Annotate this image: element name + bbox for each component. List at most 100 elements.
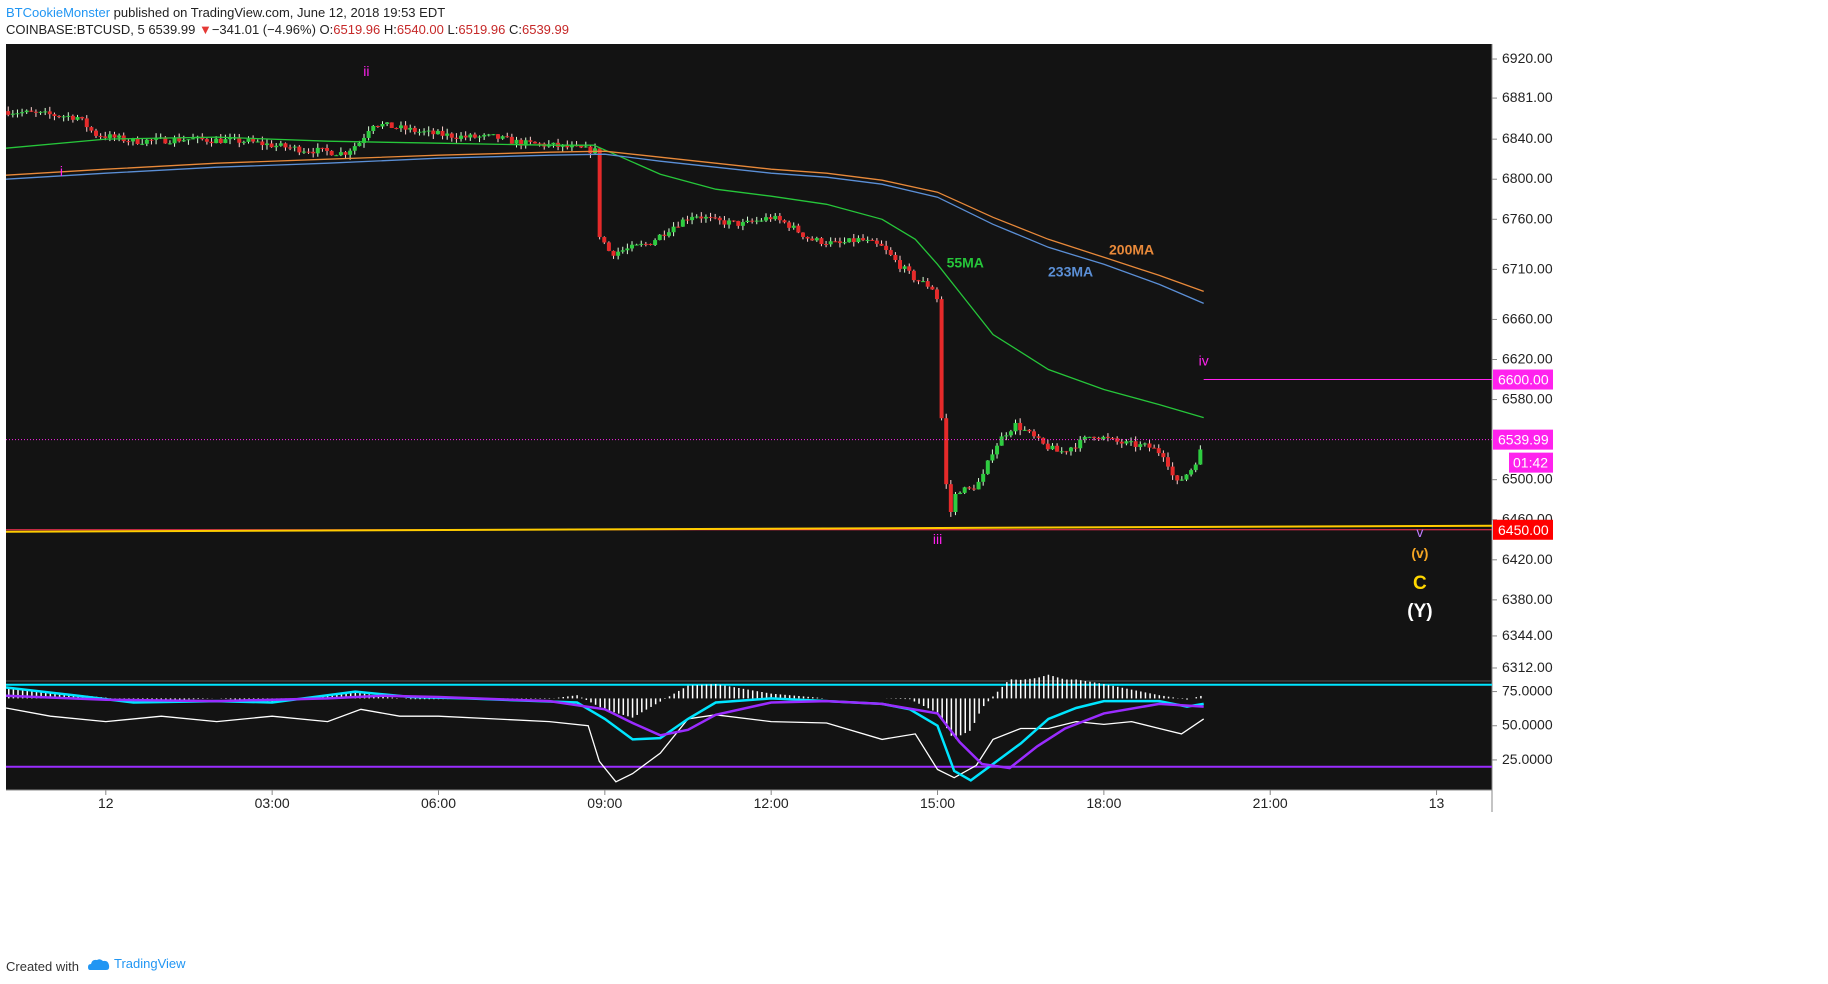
candle-body [172, 137, 177, 144]
candle-body [671, 226, 676, 233]
chart-area[interactable]: 6920.00 6881.00 6840.00 6800.00 6760.00 6710.… [0, 44, 1828, 950]
indicator-tick-label: 50.0000 [1502, 717, 1553, 733]
time-tick-label: 21:00 [1253, 795, 1288, 811]
candle-body [620, 250, 625, 252]
candle-body [676, 226, 681, 228]
candle-body [264, 143, 269, 146]
wave-label: i [60, 163, 63, 179]
candle-body [1175, 475, 1180, 481]
candle-body [278, 143, 283, 146]
candle-body [777, 215, 782, 221]
candle-body [588, 146, 593, 154]
countdown-bg [1509, 452, 1553, 473]
low-value: 6519.96 [458, 22, 506, 37]
price-tick-label: 6881.00 [1502, 89, 1553, 105]
candle-body [782, 220, 787, 223]
down-triangle-icon: ▼ [198, 22, 212, 37]
candles-layer [6, 106, 1203, 517]
candle-body [1036, 436, 1041, 438]
candle-body [703, 216, 708, 219]
candle-body [1004, 435, 1009, 437]
last-price-label: 6539.99 [148, 22, 196, 37]
candle-body [814, 238, 819, 241]
wave-label: iii [933, 531, 942, 547]
low-label: L: [447, 22, 459, 37]
candle-body [47, 111, 52, 115]
candle-body [177, 137, 182, 142]
price-tick-label: 6620.00 [1502, 350, 1553, 366]
candle-body [1068, 447, 1073, 452]
candle-body [630, 244, 635, 249]
candle-body [315, 147, 320, 154]
candle-body [251, 139, 256, 142]
open-label: O: [319, 22, 334, 37]
close-value: 6539.99 [521, 22, 569, 37]
wave-label: (Y) [1407, 601, 1432, 622]
candle-body [380, 123, 385, 127]
candle-body [717, 217, 722, 221]
candle-body [283, 143, 288, 148]
candle-body [639, 243, 644, 245]
candle-body [325, 147, 330, 151]
tradingview-brand: TradingView [114, 956, 186, 971]
candle-body [204, 139, 209, 142]
price-tick-label: 6840.00 [1502, 130, 1553, 146]
candle-body [948, 484, 953, 512]
candle-body [186, 139, 191, 141]
open-value: 6519.96 [333, 22, 381, 37]
author-link[interactable]: BTCookieMonster [6, 5, 111, 20]
candle-body [1027, 429, 1032, 432]
candle-body [1101, 436, 1106, 440]
wave-label: 200MA [1109, 241, 1154, 257]
candle-body [398, 125, 403, 129]
candle-body [893, 254, 898, 261]
candle-body [274, 145, 279, 148]
high-value: 6540.00 [396, 22, 444, 37]
time-tick-label: 03:00 [255, 795, 290, 811]
candle-body [449, 133, 454, 138]
candle-body [38, 111, 43, 113]
candle-body [1189, 470, 1194, 475]
candle-body [976, 481, 981, 490]
time-tick-label: 13 [1429, 795, 1445, 811]
tradingview-link[interactable]: TradingView [88, 956, 186, 972]
price-tick-label: 6920.00 [1502, 50, 1553, 66]
plot-background [6, 44, 1492, 790]
candle-body [944, 418, 949, 485]
candle-body [1179, 479, 1184, 481]
candle-body [514, 139, 519, 144]
candle-body [20, 112, 25, 114]
candle-body [810, 238, 815, 241]
candle-body [477, 136, 482, 138]
indicator-line-stoch-k [5, 686, 1204, 782]
candle-body [953, 494, 958, 512]
candle-body [685, 219, 690, 221]
candle-body [57, 116, 62, 118]
candle-body [884, 245, 889, 251]
candle-body [144, 139, 149, 144]
candle-body [916, 280, 921, 282]
symbol-label[interactable]: COINBASE:BTCUSD, 5 [6, 22, 145, 37]
candle-body [870, 239, 875, 241]
candle-body [727, 220, 732, 225]
candle-body [505, 136, 510, 138]
candle-body [958, 492, 963, 495]
candle-body [459, 135, 464, 139]
candle-body [888, 250, 893, 255]
candle-body [551, 142, 556, 145]
candle-body [824, 244, 829, 246]
candle-body [1110, 437, 1115, 439]
candle-body [1170, 466, 1175, 476]
price-tick-label: 6660.00 [1502, 310, 1553, 326]
candle-body [773, 215, 778, 220]
tradingview-logo-icon [88, 958, 110, 970]
candle-body [1119, 441, 1124, 444]
candle-body [680, 219, 685, 227]
candle-body [112, 134, 117, 138]
price-tag-6450: 6450.00 [1498, 522, 1549, 538]
candle-body [435, 130, 440, 135]
candle-body [389, 122, 394, 128]
candle-body [343, 152, 348, 155]
candle-body [1082, 437, 1087, 440]
candle-body [764, 217, 769, 221]
